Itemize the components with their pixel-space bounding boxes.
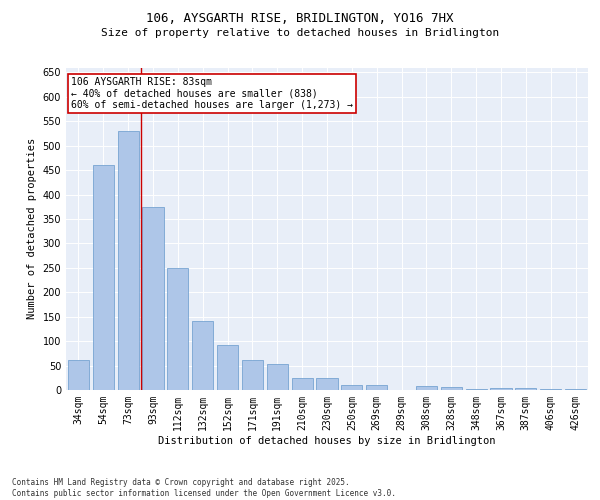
X-axis label: Distribution of detached houses by size in Bridlington: Distribution of detached houses by size … [158,436,496,446]
Bar [316,378,338,390]
Bar [490,388,512,390]
Bar [441,386,462,390]
Text: 106 AYSGARTH RISE: 83sqm
← 40% of detached houses are smaller (838)
60% of semi-: 106 AYSGARTH RISE: 83sqm ← 40% of detach… [71,77,353,110]
Bar [267,364,288,390]
Bar [292,378,313,390]
Bar [68,360,89,390]
Y-axis label: Number of detached properties: Number of detached properties [27,138,37,320]
Bar [192,320,213,390]
Bar [118,131,139,390]
Bar [416,386,437,390]
Bar [142,207,164,390]
Bar [515,388,536,390]
Bar [167,268,188,390]
Text: Contains HM Land Registry data © Crown copyright and database right 2025.
Contai: Contains HM Land Registry data © Crown c… [12,478,396,498]
Bar [217,344,238,390]
Bar [466,388,487,390]
Text: 106, AYSGARTH RISE, BRIDLINGTON, YO16 7HX: 106, AYSGARTH RISE, BRIDLINGTON, YO16 7H… [146,12,454,26]
Text: Size of property relative to detached houses in Bridlington: Size of property relative to detached ho… [101,28,499,38]
Bar [341,385,362,390]
Bar [242,360,263,390]
Bar [366,384,387,390]
Bar [565,388,586,390]
Bar [93,165,114,390]
Bar [540,389,561,390]
